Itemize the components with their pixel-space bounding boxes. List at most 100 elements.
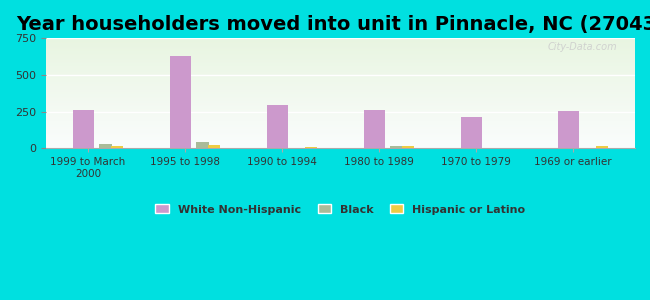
Bar	[46, 102, 635, 103]
Bar	[46, 94, 635, 95]
Bar	[46, 128, 635, 129]
Bar	[46, 117, 635, 118]
Bar	[46, 108, 635, 109]
Bar	[46, 143, 635, 144]
Bar	[46, 139, 635, 140]
Bar	[46, 107, 635, 108]
Bar	[46, 61, 635, 62]
Bar	[46, 81, 635, 82]
Title: Year householders moved into unit in Pinnacle, NC (27043): Year householders moved into unit in Pin…	[16, 15, 650, 34]
Bar	[46, 64, 635, 65]
Bar	[46, 78, 635, 79]
Bar	[46, 123, 635, 124]
Bar	[46, 76, 635, 77]
Bar	[596, 146, 608, 148]
Bar	[46, 110, 635, 111]
Bar	[46, 50, 635, 51]
Bar	[46, 84, 635, 85]
Bar	[111, 146, 123, 148]
Bar	[46, 75, 635, 76]
Bar	[46, 122, 635, 123]
Bar	[46, 86, 635, 87]
Bar	[46, 130, 635, 131]
Bar	[46, 121, 635, 122]
Bar	[46, 135, 635, 136]
Bar	[46, 46, 635, 47]
Bar	[46, 113, 635, 114]
Bar	[46, 61, 635, 62]
Bar	[46, 85, 635, 86]
Bar	[46, 65, 635, 66]
Bar	[46, 63, 635, 64]
Bar	[46, 87, 635, 88]
Bar	[99, 144, 112, 148]
Bar	[46, 140, 635, 141]
Bar	[46, 71, 635, 72]
Bar	[46, 137, 635, 138]
Bar	[46, 126, 635, 127]
Bar	[46, 114, 635, 115]
Bar	[46, 70, 635, 71]
Bar	[305, 147, 317, 148]
Bar	[46, 146, 635, 147]
Bar	[46, 40, 635, 41]
Bar	[46, 40, 635, 41]
Bar	[196, 142, 209, 148]
Bar	[46, 53, 635, 54]
Bar	[46, 115, 635, 116]
Bar	[170, 56, 190, 148]
Bar	[46, 105, 635, 106]
Bar	[208, 145, 220, 148]
Bar	[46, 109, 635, 110]
Bar	[46, 49, 635, 50]
Bar	[46, 106, 635, 107]
Bar	[46, 38, 635, 39]
Bar	[46, 100, 635, 101]
Bar	[46, 55, 635, 56]
Bar	[46, 69, 635, 70]
Bar	[46, 138, 635, 139]
Bar	[46, 147, 635, 148]
Bar	[46, 142, 635, 143]
Bar	[46, 104, 635, 105]
Bar	[46, 133, 635, 134]
Bar	[46, 51, 635, 52]
Bar	[46, 52, 635, 53]
Bar	[46, 68, 635, 69]
Bar	[46, 60, 635, 61]
Bar	[46, 144, 635, 145]
Bar	[46, 119, 635, 120]
Bar	[46, 59, 635, 60]
Bar	[46, 145, 635, 146]
Bar	[73, 110, 94, 148]
Bar	[46, 90, 635, 91]
Bar	[46, 79, 635, 80]
Bar	[46, 111, 635, 112]
Bar	[46, 132, 635, 133]
Bar	[46, 44, 635, 45]
Bar	[46, 74, 635, 75]
Bar	[46, 39, 635, 40]
Bar	[363, 110, 385, 148]
Bar	[46, 112, 635, 113]
Text: City-Data.com: City-Data.com	[548, 42, 617, 52]
Bar	[46, 101, 635, 102]
Bar	[46, 66, 635, 67]
Bar	[46, 82, 635, 83]
Bar	[461, 117, 482, 148]
Legend: White Non-Hispanic, Black, Hispanic or Latino: White Non-Hispanic, Black, Hispanic or L…	[151, 200, 530, 219]
Bar	[46, 72, 635, 73]
Bar	[46, 54, 635, 55]
Bar	[46, 131, 635, 132]
Bar	[46, 99, 635, 100]
Bar	[46, 93, 635, 94]
Bar	[46, 98, 635, 99]
Bar	[46, 97, 635, 98]
Bar	[46, 83, 635, 84]
Bar	[46, 96, 635, 97]
Bar	[46, 95, 635, 96]
Bar	[46, 56, 635, 57]
Bar	[46, 89, 635, 90]
Bar	[391, 146, 402, 148]
Bar	[46, 120, 635, 121]
